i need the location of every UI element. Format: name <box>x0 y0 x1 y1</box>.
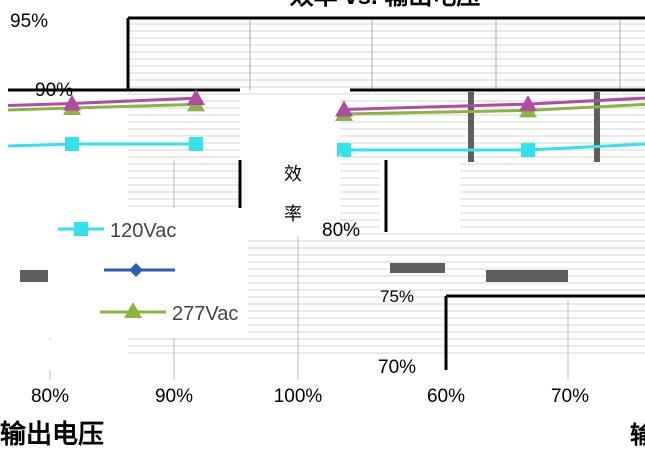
data-point <box>519 95 537 112</box>
y-tick-label: 70% <box>378 357 416 378</box>
y-tick-labels: 95% 90% 85% 80% 75% 70% <box>10 11 416 378</box>
data-point <box>63 94 81 111</box>
x-axis-title-fragment: 输 <box>630 421 645 449</box>
y-tick-label: 75% <box>380 287 414 306</box>
bar-mark <box>486 270 568 282</box>
data-point <box>189 137 203 151</box>
series-overlay <box>7 89 645 117</box>
y-axis-title-char: 率 <box>284 204 302 224</box>
x-tick-labels: 80% 90% 100% 60% 70% <box>31 386 589 407</box>
series-line <box>7 142 196 148</box>
overlay-block <box>380 160 460 230</box>
x-tick-label: 90% <box>155 386 193 407</box>
data-point <box>187 89 205 106</box>
overlay-block <box>0 150 110 210</box>
legend-marker-120vac <box>74 222 88 236</box>
series-120vac <box>7 137 645 157</box>
data-point <box>521 143 535 157</box>
legend: 120Vac 277Vac <box>48 208 248 338</box>
legend-label-277vac: 277Vac <box>172 303 238 325</box>
y-tick-label: 90% <box>35 80 73 101</box>
legend-marker-series-2 <box>129 263 143 277</box>
y-axis-title: 效 率 效率 <box>284 164 302 224</box>
x-tick-label: 80% <box>31 386 69 407</box>
x-tick-label: 70% <box>551 386 589 407</box>
overlay-block <box>240 96 340 236</box>
y-axis-title-hidden: 效率 <box>284 198 286 201</box>
bar-mark <box>20 270 50 282</box>
overlay-block <box>0 340 60 370</box>
bar-mark <box>594 92 600 162</box>
bar-mark <box>390 263 445 273</box>
x-axis-title: 输出电压 <box>0 419 104 449</box>
legend-label-120vac: 120Vac <box>110 220 176 242</box>
y-tick-label: 85% <box>318 150 344 165</box>
bar-mark <box>468 92 474 162</box>
x-tick-label: 60% <box>427 386 465 407</box>
y-tick-label: 80% <box>322 220 360 241</box>
series-layer <box>7 89 645 157</box>
data-point <box>65 137 79 151</box>
x-tick-label: 100% <box>274 386 323 407</box>
legend-marker-277vac <box>124 302 142 318</box>
y-tick-label: 95% <box>10 11 48 32</box>
y-axis-title-char: 效 <box>284 164 302 184</box>
data-point <box>337 143 351 157</box>
chart-title: 效率 vs. 输出电压 <box>290 0 481 10</box>
data-point <box>335 100 353 117</box>
